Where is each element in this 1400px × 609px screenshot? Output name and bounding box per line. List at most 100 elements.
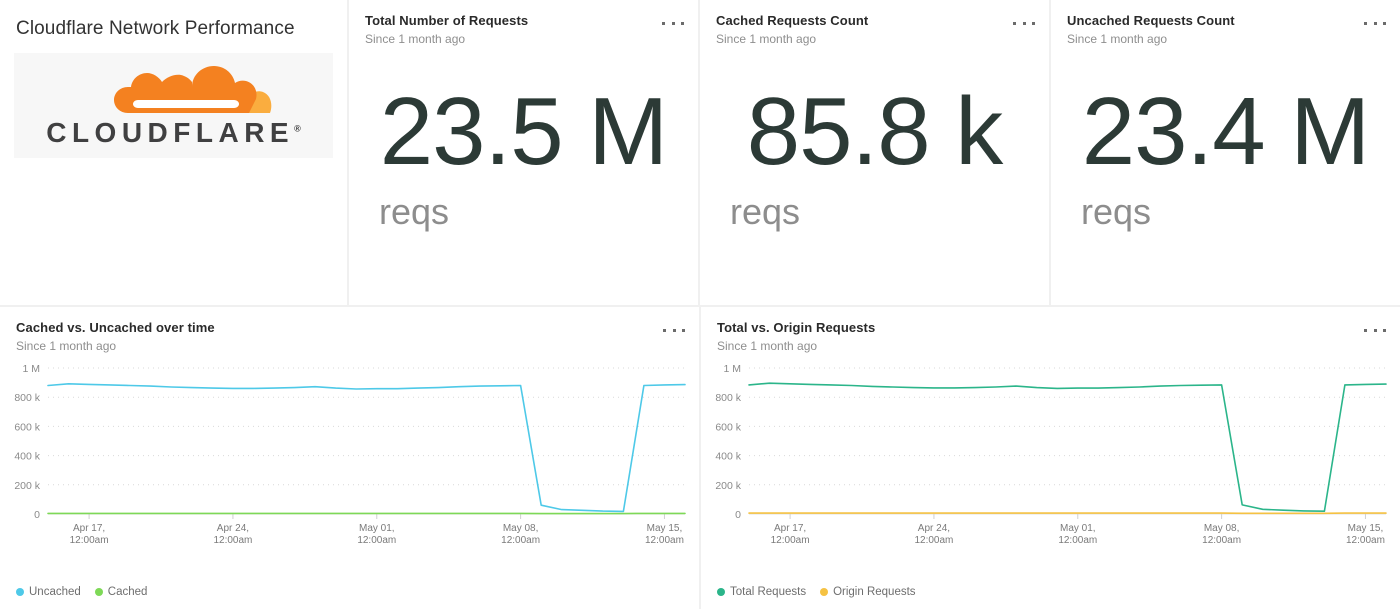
panel-menu-button[interactable]	[1364, 16, 1386, 30]
svg-text:May 15,: May 15,	[1348, 523, 1384, 534]
panel-subtitle: Since 1 month ago	[717, 339, 818, 353]
panel-header: Total Number of Requests Since 1 month a…	[349, 0, 698, 47]
svg-text:12:00am: 12:00am	[771, 535, 810, 546]
menu-dot	[672, 328, 676, 332]
metric-body: 23.4 M reqs	[1051, 47, 1400, 287]
svg-text:0: 0	[34, 509, 40, 521]
legend-color-dot	[820, 588, 829, 596]
panel-title: Total Number of Requests	[365, 13, 529, 28]
panel-subtitle: Since 1 month ago	[16, 339, 117, 353]
panel-cached-requests: Cached Requests Count Since 1 month ago …	[700, 0, 1049, 305]
panel-subtitle: Since 1 month ago	[365, 32, 466, 46]
svg-text:200 k: 200 k	[14, 480, 40, 492]
chart-plot-area[interactable]: 1 M 800 k 600 k 400 k 200 k 0 Apr 17, 12:00am Ap…	[701, 360, 1400, 552]
panel-cached-vs-uncached-chart: Cached vs. Uncached over time Since 1 mo…	[0, 307, 699, 609]
menu-dot	[682, 328, 685, 332]
panel-total-requests: Total Number of Requests Since 1 month a…	[349, 0, 698, 305]
svg-text:1 M: 1 M	[723, 363, 741, 375]
panel-menu-button[interactable]	[663, 323, 685, 337]
svg-text:Apr 17,: Apr 17,	[774, 523, 806, 534]
svg-text:May 01,: May 01,	[359, 523, 395, 534]
panel-title: Cached vs. Uncached over time	[16, 320, 215, 335]
svg-text:12:00am: 12:00am	[501, 535, 540, 546]
legend-color-dot	[717, 588, 725, 596]
legend-label: Cached	[107, 586, 148, 598]
metric-body: 23.5 M reqs	[349, 47, 698, 287]
panel-title: Uncached Requests Count	[1067, 13, 1235, 28]
metric-value: 23.5 M	[379, 78, 668, 185]
metric-unit: reqs	[379, 191, 450, 232]
chart-legend: Uncached Cached	[16, 586, 147, 598]
svg-text:12:00am: 12:00am	[1058, 535, 1097, 546]
legend-item-0-1[interactable]: Cached	[94, 586, 148, 598]
page-title: Cloudflare Network Performance	[16, 18, 295, 39]
menu-dot	[1383, 21, 1386, 25]
chart-legend: Total Requests Origin Requests	[717, 586, 916, 598]
menu-dot	[1373, 328, 1377, 332]
panel-cloudflare-logo: Cloudflare Network Performance CLOUDFLAR…	[0, 0, 347, 305]
panel-header: Uncached Requests Count Since 1 month ag…	[1051, 0, 1400, 47]
panel-uncached-requests: Uncached Requests Count Since 1 month ag…	[1051, 0, 1400, 305]
top-row: Cloudflare Network Performance CLOUDFLAR…	[0, 0, 1400, 305]
legend-color-dot	[16, 588, 24, 596]
panel-total-vs-origin-chart: Total vs. Origin Requests Since 1 month …	[701, 307, 1400, 609]
svg-text:12:00am: 12:00am	[1346, 535, 1385, 546]
legend-item-1-0[interactable]: Total Requests	[717, 586, 806, 598]
svg-text:400 k: 400 k	[715, 451, 741, 463]
svg-text:1 M: 1 M	[22, 363, 40, 375]
chart-plot-area[interactable]: 1 M 800 k 600 k 400 k 200 k 0 Apr 17, 12:00am Ap…	[0, 360, 699, 552]
svg-text:600 k: 600 k	[715, 421, 741, 433]
legend-item-0-0[interactable]: Uncached	[16, 586, 81, 598]
cloudflare-cloud-icon	[113, 65, 271, 113]
svg-text:12:00am: 12:00am	[70, 535, 109, 546]
svg-text:Apr 17,: Apr 17,	[73, 523, 105, 534]
menu-dot	[1373, 21, 1377, 25]
svg-text:May 01,: May 01,	[1060, 523, 1096, 534]
menu-dot	[662, 21, 665, 25]
menu-dot	[671, 21, 675, 25]
svg-text:800 k: 800 k	[715, 392, 741, 404]
panel-menu-button[interactable]	[1364, 323, 1386, 337]
metric-body: 85.8 k reqs	[700, 47, 1049, 287]
svg-text:Apr 24,: Apr 24,	[918, 523, 950, 534]
panel-subtitle: Since 1 month ago	[1067, 32, 1168, 46]
menu-dot	[1383, 328, 1386, 332]
panel-title: Total vs. Origin Requests	[717, 320, 876, 335]
panel-header: Cached Requests Count Since 1 month ago	[700, 0, 1049, 47]
menu-dot	[1364, 21, 1367, 25]
panel-menu-button[interactable]	[662, 16, 684, 30]
svg-text:12:00am: 12:00am	[645, 535, 684, 546]
panel-title: Cached Requests Count	[716, 13, 869, 28]
legend-label: Origin Requests	[833, 586, 916, 598]
svg-text:800 k: 800 k	[14, 392, 40, 404]
svg-text:200 k: 200 k	[715, 480, 741, 492]
svg-text:May 08,: May 08,	[1204, 523, 1240, 534]
panel-header: Total vs. Origin Requests Since 1 month …	[701, 307, 1400, 354]
cloudflare-logo-image: CLOUDFLARE®	[14, 53, 333, 158]
panel-subtitle: Since 1 month ago	[716, 32, 817, 46]
svg-text:May 08,: May 08,	[503, 523, 539, 534]
svg-text:0: 0	[735, 509, 741, 521]
menu-dot	[681, 21, 684, 25]
svg-text:12:00am: 12:00am	[1202, 535, 1241, 546]
svg-text:12:00am: 12:00am	[914, 535, 953, 546]
menu-dot	[1364, 328, 1367, 332]
legend-item-1-1[interactable]: Origin Requests	[820, 586, 916, 598]
metric-value: 23.4 M	[1081, 78, 1370, 185]
panel-menu-button[interactable]	[1013, 16, 1035, 30]
svg-text:400 k: 400 k	[14, 451, 40, 463]
panel-header: Cached vs. Uncached over time Since 1 mo…	[0, 307, 699, 354]
legend-color-dot	[94, 588, 103, 596]
metric-value: 85.8 k	[746, 78, 1004, 185]
menu-dot	[1022, 21, 1026, 25]
metric-unit: reqs	[1081, 191, 1152, 232]
menu-dot	[663, 328, 666, 332]
bottom-row: Cached vs. Uncached over time Since 1 mo…	[0, 307, 1400, 609]
svg-text:May 15,: May 15,	[647, 523, 683, 534]
logo-panel-header: Cloudflare Network Performance	[0, 0, 347, 40]
menu-dot	[1013, 21, 1016, 25]
wordmark-text: CLOUDFLARE	[46, 116, 295, 148]
